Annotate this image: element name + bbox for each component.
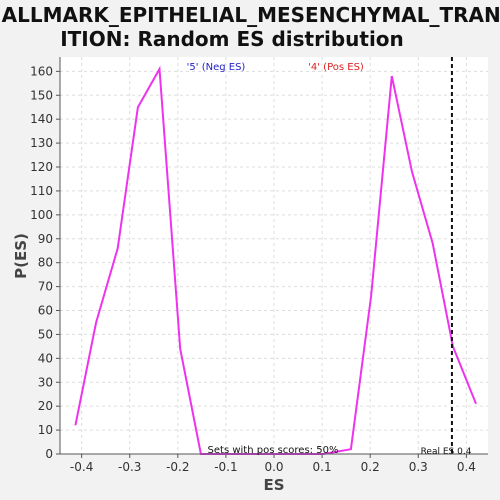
x-tick-label: 0.4 xyxy=(457,460,476,474)
x-tick-label: -0.2 xyxy=(166,460,189,474)
y-tick-label: 40 xyxy=(38,351,53,365)
y-axis-label: P(ES) xyxy=(12,233,30,279)
y-tick-label: 50 xyxy=(38,327,53,341)
y-tick-label: 30 xyxy=(38,375,53,389)
y-tick-label: 10 xyxy=(38,423,53,437)
pos-es-label: '4' (Pos ES) xyxy=(308,62,364,73)
real-es-annotation: Real ES 0.4 xyxy=(421,447,472,457)
neg-es-label: '5' (Neg ES) xyxy=(187,62,246,73)
y-tick-label: 60 xyxy=(38,304,53,318)
y-tick-label: 140 xyxy=(30,112,53,126)
chart-title-line-2: ITION: Random ES distribution xyxy=(60,27,404,51)
x-tick-label: -0.4 xyxy=(70,460,93,474)
x-tick-label: 0.2 xyxy=(361,460,380,474)
y-tick-label: 160 xyxy=(30,64,53,78)
y-tick-label: 100 xyxy=(30,208,53,222)
x-tick-label: 0.0 xyxy=(264,460,283,474)
chart-title-line-1: HALLMARK_EPITHELIAL_MESENCHYMAL_TRANS xyxy=(0,3,500,27)
y-tick-label: 130 xyxy=(30,136,53,150)
pos-scores-annotation: Sets with pos scores: 50% xyxy=(208,445,339,456)
grid xyxy=(60,57,488,455)
y-tick-label: 80 xyxy=(38,256,53,270)
y-tick-label: 120 xyxy=(30,160,53,174)
y-tick-label: 20 xyxy=(38,399,53,413)
y-tick-label: 0 xyxy=(45,447,53,461)
y-axis-ticks: 0 10 20 30 40 50 60 70 80 90 100 110 120 130 140 150 160 xyxy=(30,64,60,461)
x-tick-label: 0.3 xyxy=(409,460,428,474)
x-axis-ticks: -0.4 -0.3 -0.2 -0.1 0.0 0.1 0.2 0.3 0.4 xyxy=(70,454,476,474)
x-tick-label: -0.1 xyxy=(214,460,237,474)
x-tick-label: 0.1 xyxy=(313,460,332,474)
y-tick-label: 70 xyxy=(38,280,53,294)
x-axis-label: ES xyxy=(263,476,284,494)
y-tick-label: 110 xyxy=(30,184,53,198)
x-tick-label: -0.3 xyxy=(118,460,141,474)
y-tick-label: 90 xyxy=(38,232,53,246)
y-tick-label: 150 xyxy=(30,88,53,102)
